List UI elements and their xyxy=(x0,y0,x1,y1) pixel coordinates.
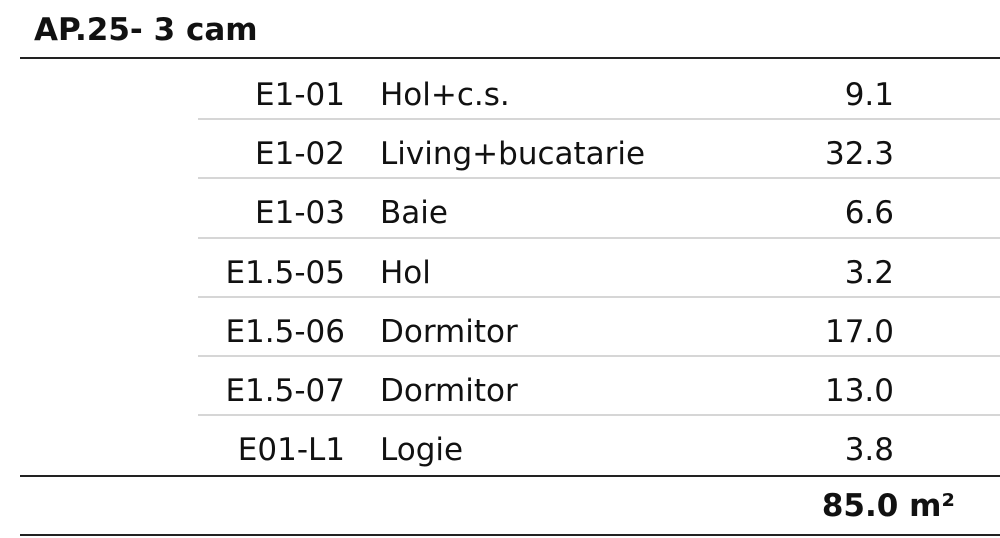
row-divider xyxy=(198,414,1000,417)
table-row: E01-L1 Logie 3.8 xyxy=(0,420,1000,478)
table-row: E1.5-07 Dormitor 13.0 xyxy=(0,361,1000,419)
room-name: Hol xyxy=(380,254,431,291)
total-divider xyxy=(20,475,1000,477)
room-code: E01-L1 xyxy=(237,432,345,469)
room-area: 17.0 xyxy=(824,313,894,350)
room-area: 9.1 xyxy=(844,77,894,113)
room-name: Dormitor xyxy=(380,373,518,409)
room-name: Dormitor xyxy=(380,313,518,350)
room-name: Logie xyxy=(380,432,464,469)
header-divider xyxy=(20,57,1000,59)
table-row: E1-03 Baie 6.6 xyxy=(0,183,1000,241)
room-area: 3.8 xyxy=(844,432,894,469)
room-name: Living+bucatarie xyxy=(380,136,646,173)
room-name: Hol+c.s. xyxy=(380,77,510,113)
table-row: E1.5-05 Hol 3.2 xyxy=(0,243,1000,301)
room-code: E1-03 xyxy=(255,195,345,232)
row-divider xyxy=(198,236,1000,239)
row-divider xyxy=(198,177,1000,180)
total-area: 85.0 m² xyxy=(821,488,955,524)
room-code: E1.5-05 xyxy=(225,254,345,291)
row-divider xyxy=(198,295,1000,298)
table-row: E1-01 Hol+c.s. 9.1 xyxy=(0,65,1000,123)
apartment-title: AP.25- 3 cam xyxy=(34,12,258,48)
room-code: E1-01 xyxy=(255,77,345,113)
bottom-divider xyxy=(20,534,1000,536)
room-area: 3.2 xyxy=(844,254,894,291)
table-row: E1-02 Living+bucatarie 32.3 xyxy=(0,124,1000,182)
room-area: 32.3 xyxy=(824,136,894,173)
table-row: E1.5-06 Dormitor 17.0 xyxy=(0,302,1000,360)
room-code: E1-02 xyxy=(255,136,345,173)
row-divider xyxy=(198,118,1000,121)
row-divider xyxy=(198,355,1000,357)
room-area: 6.6 xyxy=(844,195,894,232)
room-name: Baie xyxy=(380,195,448,232)
room-area: 13.0 xyxy=(824,373,894,409)
room-code: E1.5-07 xyxy=(225,373,345,409)
room-code: E1.5-06 xyxy=(225,313,345,350)
